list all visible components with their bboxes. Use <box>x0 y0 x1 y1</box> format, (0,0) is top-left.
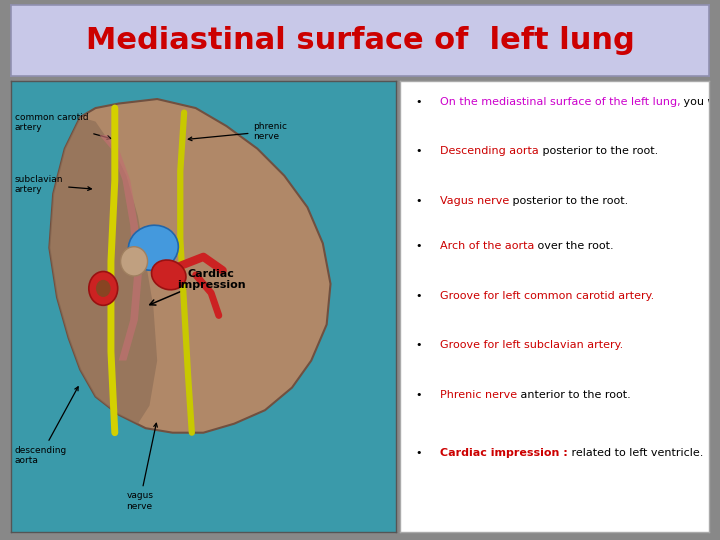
Text: •: • <box>415 241 421 251</box>
Text: Descending aorta: Descending aorta <box>440 146 539 157</box>
Text: Cardiac impression :: Cardiac impression : <box>440 449 567 458</box>
Ellipse shape <box>96 280 111 297</box>
Text: •: • <box>415 196 421 206</box>
Text: •: • <box>415 291 421 301</box>
Ellipse shape <box>89 272 117 305</box>
Text: Arch of the aorta: Arch of the aorta <box>440 241 534 251</box>
Polygon shape <box>50 117 157 424</box>
Text: vagus
nerve: vagus nerve <box>127 423 158 511</box>
Text: Vagus nerve: Vagus nerve <box>440 196 509 206</box>
Polygon shape <box>99 135 142 361</box>
Text: Groove for left subclavian artery.: Groove for left subclavian artery. <box>440 340 623 350</box>
Text: •: • <box>415 340 421 350</box>
Text: Phrenic nerve: Phrenic nerve <box>440 390 517 400</box>
Text: •: • <box>415 146 421 157</box>
Text: •: • <box>415 390 421 400</box>
Text: posterior to the root.: posterior to the root. <box>539 146 658 157</box>
Polygon shape <box>50 99 330 433</box>
Text: Groove for left common carotid artery.: Groove for left common carotid artery. <box>440 291 654 301</box>
Text: phrenic
nerve: phrenic nerve <box>189 122 287 141</box>
Text: descending
aorta: descending aorta <box>14 387 78 465</box>
Ellipse shape <box>151 260 186 290</box>
Text: common carotid
artery: common carotid artery <box>14 112 111 139</box>
Text: •: • <box>415 449 421 458</box>
Text: Mediastinal surface of  left lung: Mediastinal surface of left lung <box>86 26 634 55</box>
Text: related to left ventricle.: related to left ventricle. <box>567 449 703 458</box>
Ellipse shape <box>120 247 148 276</box>
Text: posterior to the root.: posterior to the root. <box>509 196 629 206</box>
Text: On the mediastinal surface of the left lung,: On the mediastinal surface of the left l… <box>440 97 680 107</box>
Text: anterior to the root.: anterior to the root. <box>517 390 631 400</box>
Text: over the root.: over the root. <box>534 241 614 251</box>
Text: subclavian
artery: subclavian artery <box>14 175 91 194</box>
Text: •: • <box>415 97 421 107</box>
Text: you will find these structures:: you will find these structures: <box>680 97 720 107</box>
Ellipse shape <box>128 225 179 271</box>
Text: Cardiac
impression: Cardiac impression <box>177 268 246 290</box>
